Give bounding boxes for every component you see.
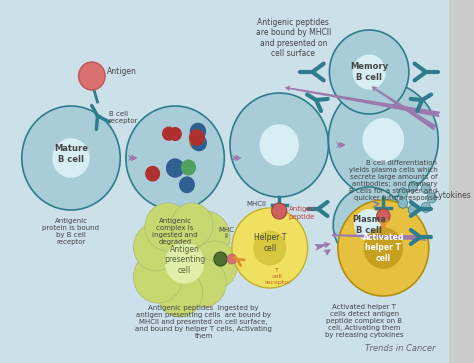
Circle shape bbox=[79, 62, 105, 90]
Circle shape bbox=[398, 198, 408, 208]
Circle shape bbox=[363, 118, 404, 162]
FancyBboxPatch shape bbox=[0, 0, 452, 363]
Circle shape bbox=[146, 167, 159, 181]
Circle shape bbox=[134, 251, 182, 303]
Text: Antigen: Antigen bbox=[107, 68, 137, 77]
Circle shape bbox=[190, 130, 204, 145]
Circle shape bbox=[181, 211, 230, 263]
Circle shape bbox=[126, 106, 224, 210]
Circle shape bbox=[191, 135, 206, 151]
Circle shape bbox=[329, 30, 409, 114]
Text: Activated
helper T
cell: Activated helper T cell bbox=[363, 233, 404, 263]
Circle shape bbox=[180, 177, 194, 192]
Text: Activated helper T
cells detect antigen
peptide complex on B
cell, Activating th: Activated helper T cells detect antigen … bbox=[325, 304, 404, 338]
Text: Plasma
B cell: Plasma B cell bbox=[352, 215, 386, 235]
Circle shape bbox=[165, 243, 203, 283]
Circle shape bbox=[190, 135, 204, 149]
Circle shape bbox=[152, 221, 217, 289]
Circle shape bbox=[157, 269, 202, 317]
Text: Mature
B cell: Mature B cell bbox=[54, 144, 88, 164]
Circle shape bbox=[272, 203, 287, 219]
Circle shape bbox=[22, 106, 120, 210]
Circle shape bbox=[377, 209, 390, 223]
Circle shape bbox=[169, 128, 181, 140]
Circle shape bbox=[227, 254, 237, 264]
Text: Trends in Cancer: Trends in Cancer bbox=[365, 344, 436, 353]
Circle shape bbox=[191, 123, 206, 139]
Circle shape bbox=[333, 187, 405, 263]
Text: Antigenic
protein is bound
by B cell
receptor: Antigenic protein is bound by B cell rec… bbox=[43, 218, 100, 245]
Text: B cell differentiation
yields plasma cells which
secrete large amounts of
antibo: B cell differentiation yields plasma cel… bbox=[348, 160, 438, 201]
Circle shape bbox=[134, 223, 179, 271]
Circle shape bbox=[328, 82, 438, 198]
Circle shape bbox=[409, 205, 418, 215]
Circle shape bbox=[52, 138, 90, 178]
Circle shape bbox=[338, 200, 429, 296]
Circle shape bbox=[364, 228, 402, 268]
Circle shape bbox=[354, 209, 384, 241]
Text: Antigenic
complex is
ingested and
degraded: Antigenic complex is ingested and degrad… bbox=[152, 218, 198, 245]
Circle shape bbox=[214, 252, 227, 266]
Circle shape bbox=[181, 259, 226, 307]
Circle shape bbox=[398, 188, 408, 198]
Text: Antigen
peptide: Antigen peptide bbox=[289, 207, 316, 220]
Circle shape bbox=[421, 203, 431, 212]
Circle shape bbox=[145, 203, 190, 251]
Circle shape bbox=[409, 181, 418, 191]
Text: Antigenic peptides
are bound by MHCII
and presented on
cell surface: Antigenic peptides are bound by MHCII an… bbox=[256, 18, 331, 58]
Text: Antigenic peptides  ingested by
antigen presenting cells  are bound by
MHCII and: Antigenic peptides ingested by antigen p… bbox=[135, 305, 272, 339]
Circle shape bbox=[260, 124, 299, 166]
Circle shape bbox=[254, 231, 286, 265]
Circle shape bbox=[182, 160, 195, 175]
Circle shape bbox=[427, 193, 437, 203]
Circle shape bbox=[230, 93, 328, 197]
Text: Memory
B cell: Memory B cell bbox=[350, 62, 388, 82]
Text: MHC
II: MHC II bbox=[218, 227, 234, 240]
Text: Antigen
presenting
cell: Antigen presenting cell bbox=[164, 245, 205, 275]
Text: Cytokines: Cytokines bbox=[434, 191, 471, 200]
Text: Helper T
cell: Helper T cell bbox=[254, 233, 286, 253]
Text: MHCII: MHCII bbox=[246, 201, 266, 207]
Circle shape bbox=[163, 127, 175, 140]
Circle shape bbox=[353, 54, 386, 90]
Circle shape bbox=[192, 241, 237, 289]
Circle shape bbox=[232, 208, 308, 288]
Circle shape bbox=[421, 184, 431, 193]
Text: T
cell
receptor: T cell receptor bbox=[264, 268, 291, 285]
Circle shape bbox=[171, 203, 213, 247]
Circle shape bbox=[166, 159, 183, 177]
Text: B cell
receptor: B cell receptor bbox=[109, 111, 138, 125]
